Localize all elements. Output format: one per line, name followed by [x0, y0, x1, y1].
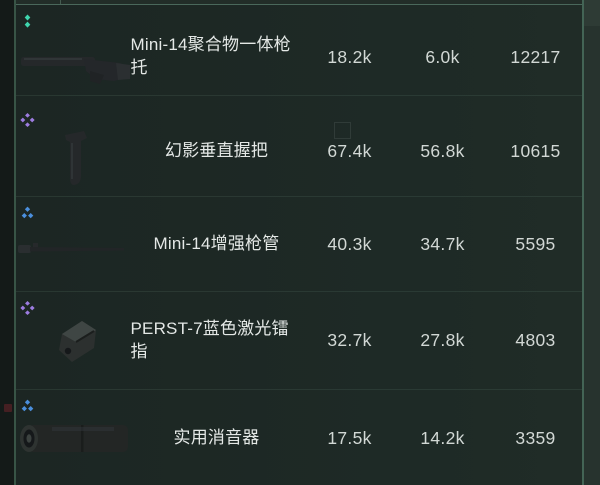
- right-side-panel-edge: [584, 0, 600, 485]
- row-value-3: 4803: [515, 330, 556, 350]
- item-thumbnail: [16, 19, 130, 95]
- row-top-border: [16, 0, 582, 5]
- rarity-purple-icon: [20, 300, 35, 316]
- tick-mark: [60, 0, 61, 4]
- item-thumbnail: [16, 197, 130, 291]
- row-value-3: 12217: [510, 46, 561, 67]
- rarity-blue-icon: [20, 205, 35, 221]
- table-row[interactable]: 实用消音器 17.5k 14.2k 3359: [16, 389, 582, 485]
- item-name: Mini-14聚合物一体枪托: [130, 35, 291, 77]
- row-value-2: 56.8k: [420, 140, 465, 161]
- row-value-3: 3359: [515, 427, 556, 448]
- faint-frame-artifact: [334, 122, 351, 139]
- item-name: 幻影垂直握把: [164, 140, 269, 160]
- rarity-green-icon: [20, 13, 35, 29]
- right-side-panel-edge-top: [584, 0, 600, 26]
- row-value-2: 6.0k: [425, 46, 460, 67]
- vertical-grip-image: [65, 131, 87, 185]
- item-table: Mini-14聚合物一体枪托 18.2k 6.0k 12217 幻影垂直握把: [16, 0, 582, 485]
- table-row[interactable]: 幻影垂直握把 67.4k 56.8k 10615: [16, 95, 582, 196]
- row-value-1: 32.7k: [327, 330, 372, 350]
- row-value-1: 40.3k: [327, 233, 372, 254]
- row-value-2: 14.2k: [420, 427, 465, 448]
- table-row[interactable]: Mini-14增强枪管 40.3k 34.7k 5595: [16, 196, 582, 291]
- suppressor-image: [20, 425, 128, 452]
- right-border-line: [582, 0, 584, 485]
- row-value-3: 10615: [510, 140, 561, 161]
- item-name: PERST-7蓝色激光镭指: [130, 318, 289, 361]
- item-thumbnail: [16, 292, 130, 389]
- row-value-1: 17.5k: [327, 427, 372, 448]
- rifle-stock-image: [21, 57, 130, 84]
- row-value-3: 5595: [515, 233, 556, 254]
- row-value-1: 67.4k: [327, 140, 372, 161]
- left-margin: [0, 0, 14, 485]
- barrel-image: [18, 243, 124, 253]
- item-name: Mini-14增强枪管: [153, 233, 280, 253]
- item-thumbnail: [16, 390, 130, 485]
- table-row[interactable]: Mini-14聚合物一体枪托 18.2k 6.0k 12217: [16, 5, 582, 95]
- laser-device-image: [59, 321, 96, 362]
- row-value-1: 18.2k: [327, 46, 372, 67]
- left-border-line: [14, 0, 16, 485]
- item-thumbnail: [16, 106, 130, 196]
- rarity-blue-icon: [20, 398, 35, 414]
- row-value-2: 27.8k: [420, 330, 465, 350]
- table-row[interactable]: PERST-7蓝色激光镭指 32.7k 27.8k 4803: [16, 291, 582, 389]
- row-value-2: 34.7k: [420, 233, 465, 254]
- rarity-purple-icon: [20, 112, 35, 128]
- item-name: 实用消音器: [173, 427, 260, 447]
- red-marker-artifact: [4, 404, 12, 412]
